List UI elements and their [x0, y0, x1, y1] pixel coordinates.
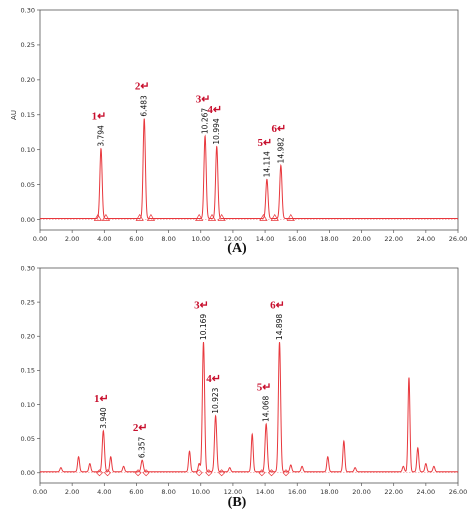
integration-marker	[218, 469, 226, 477]
x-tick-label: 12.00	[224, 235, 243, 243]
x-tick-label: 22.00	[384, 235, 403, 243]
peak-number: 2↵	[133, 422, 148, 434]
peak-number: 2↵	[135, 81, 150, 93]
x-tick-label: 0.00	[33, 235, 47, 243]
caption-b: (B)	[228, 495, 247, 510]
x-tick-label: 10.00	[191, 488, 210, 496]
peak-retention-label: 14.982	[276, 137, 285, 163]
integration-marker	[134, 469, 142, 477]
x-tick-label: 26.00	[449, 488, 468, 496]
peak-retention-label: 14.068	[262, 396, 271, 422]
y-tick-label: 0.10	[21, 401, 35, 409]
integration-marker	[282, 469, 290, 477]
integration-marker	[135, 213, 144, 221]
peak-number: 6↵	[272, 123, 287, 135]
x-tick-label: 10.00	[191, 235, 210, 243]
peak-number: 1↵	[94, 393, 109, 405]
x-tick-label: 20.00	[352, 235, 371, 243]
x-tick-label: 14.00	[256, 488, 275, 496]
chromatogram-trace	[40, 118, 458, 219]
peak-number: 1↵	[92, 111, 107, 123]
peak-retention-label: 10.169	[199, 314, 208, 340]
integration-marker	[142, 469, 150, 477]
integration-marker	[258, 469, 266, 477]
peak-retention-label: 3.794	[96, 125, 105, 147]
integration-marker	[268, 469, 276, 477]
caption-a: (A)	[227, 241, 247, 256]
y-tick-label: 0.25	[21, 298, 35, 306]
x-tick-label: 16.00	[288, 235, 307, 243]
peak-retention-label: 10.923	[211, 387, 220, 413]
y-tick-label: 0.15	[21, 367, 35, 375]
peak-number: 6↵	[270, 299, 285, 311]
x-tick-label: 12.00	[224, 488, 243, 496]
x-tick-label: 2.00	[65, 235, 79, 243]
x-tick-label: 6.00	[129, 235, 143, 243]
peak-retention-label: 6.483	[140, 95, 149, 117]
peak-number: 5↵	[257, 381, 272, 393]
integration-marker	[217, 213, 226, 221]
peak-retention-label: 14.898	[275, 314, 284, 340]
y-tick-label: 0.20	[21, 333, 35, 341]
x-tick-label: 2.00	[65, 488, 79, 496]
y-tick-label: 0.20	[21, 76, 35, 84]
integration-marker	[146, 213, 156, 221]
x-tick-label: 16.00	[288, 488, 307, 496]
x-tick-label: 14.00	[256, 235, 275, 243]
integration-marker	[259, 213, 268, 221]
y-tick-label: 0.10	[21, 146, 35, 154]
x-tick-label: 26.00	[449, 235, 468, 243]
y-axis-label: AU	[10, 110, 18, 120]
y-tick-label: 0.05	[21, 435, 35, 443]
chromatogram-b: 0.00 0.05 0.10 0.15 0.20 0.25 0.30 0.00 2.00 4.00…	[21, 264, 468, 496]
x-tick-label: 22.00	[384, 488, 403, 496]
integration-marker	[195, 213, 204, 221]
y-tick-label: 0.30	[21, 6, 35, 14]
x-tick-label: 24.00	[417, 488, 436, 496]
y-tick-label: 0.30	[21, 264, 35, 272]
integration-marker	[104, 469, 112, 477]
plot-frame	[39, 9, 459, 231]
peak-number: 5↵	[258, 137, 273, 149]
peak-retention-label: 10.994	[212, 118, 221, 144]
peak-number: 3↵	[196, 94, 211, 106]
integration-marker	[95, 469, 103, 477]
peak-retention-label: 6.357	[138, 436, 147, 458]
x-tick-label: 18.00	[320, 235, 339, 243]
x-tick-label: 4.00	[97, 488, 111, 496]
integration-marker	[101, 213, 111, 221]
integration-marker	[195, 469, 203, 477]
peak-number: 4↵	[207, 104, 222, 116]
integration-marker	[205, 469, 213, 477]
x-tick-label: 4.00	[97, 235, 111, 243]
x-tick-label: 20.00	[352, 488, 371, 496]
x-tick-label: 8.00	[161, 488, 175, 496]
peak-number: 3↵	[194, 299, 209, 311]
y-tick-label: 0.00	[21, 216, 35, 224]
peak-retention-label: 10.267	[201, 108, 210, 134]
integration-marker	[270, 213, 279, 221]
x-tick-label: 8.00	[161, 235, 175, 243]
peak-retention-label: 14.114	[262, 151, 271, 177]
plot-frame	[39, 267, 459, 484]
integration-marker	[207, 213, 217, 221]
peak-retention-label: 3.940	[99, 407, 108, 429]
x-tick-label: 6.00	[129, 488, 143, 496]
chromatogram-trace	[40, 341, 458, 473]
x-tick-label: 0.00	[33, 488, 47, 496]
integration-marker	[93, 213, 102, 221]
y-tick-label: 0.15	[21, 111, 35, 119]
x-tick-label: 24.00	[417, 235, 436, 243]
y-tick-label: 0.00	[21, 469, 35, 477]
peak-number: 4↵	[206, 373, 221, 385]
y-tick-label: 0.25	[21, 41, 35, 49]
integration-marker	[286, 213, 295, 221]
x-tick-label: 18.00	[320, 488, 339, 496]
chromatogram-a: 0.00 0.05 0.10 0.15 0.20 0.25 0.30 0.00 2.00 4.00…	[10, 6, 467, 243]
y-tick-label: 0.05	[21, 181, 35, 189]
